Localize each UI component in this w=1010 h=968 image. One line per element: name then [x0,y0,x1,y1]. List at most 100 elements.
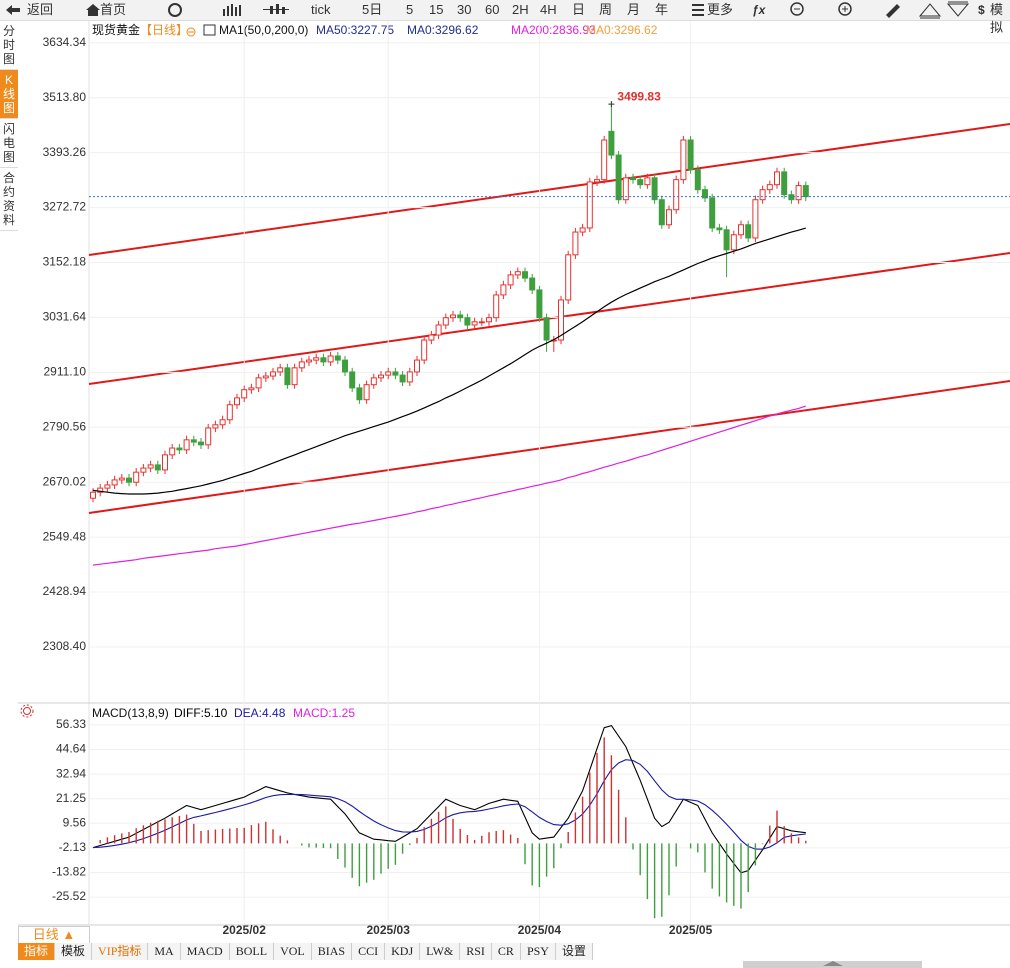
icon-bar [235,7,237,16]
side-tab[interactable]: 合约资料 [0,168,18,231]
candle-icon [263,4,289,14]
dollar-icon: $ [978,3,985,17]
gear [23,707,31,715]
toolbar-button[interactable]: 周 [599,2,613,17]
indicator-tab[interactable]: MACD [180,943,230,960]
indicator-tab[interactable]: MA [148,943,181,960]
candle-body [306,359,312,363]
candle-body [270,371,276,377]
indicator-tab[interactable]: VOL [274,943,312,960]
y-tick-label: 2549.48 [43,529,87,543]
side-tab[interactable]: 分时图 [0,21,18,70]
candle-body [212,424,219,429]
candle-body [435,324,442,336]
indicator-tab[interactable]: KDJ [385,943,421,960]
candle-body [702,189,708,199]
candle-body [752,199,759,239]
candle-body [694,169,701,191]
candle-body [320,357,327,363]
icon-bar [227,6,229,16]
toolbar-button[interactable]: 60 [485,2,500,17]
indicator-tab[interactable]: CR [491,943,521,960]
indicator-icon[interactable] [203,24,216,36]
candle-body [414,359,420,373]
macd-line [92,724,806,874]
toolbar-button[interactable]: 年 [655,2,669,17]
candle-body [565,254,572,301]
indicator-tab[interactable]: 指标 [18,943,56,960]
toolbar-button[interactable]: 首页 [100,2,127,17]
indicator-tab[interactable]: 设置 [555,943,593,960]
icon-bar [231,4,233,16]
candle-body [205,427,212,446]
candle-body [738,224,744,236]
indicator-tab[interactable]: LW& [420,943,461,960]
y-tick-label: 32.94 [56,766,86,780]
candle-body [262,375,269,379]
candle-body [579,227,586,233]
indicator-tab[interactable]: PSY [520,943,556,960]
candle-body [118,477,125,481]
candle-body [673,179,680,211]
candle-body [759,189,766,201]
indicator-tab[interactable]: VIP指标 [92,943,149,960]
candle-body [392,371,399,376]
indicator-tab[interactable]: 模板 [55,943,93,960]
ma-line [92,405,806,566]
candle-body [176,447,183,451]
trend-line [88,123,1010,256]
toolbar-button[interactable]: 模拟 [990,2,1004,35]
candle-body [709,197,716,229]
icon-bar [223,9,225,16]
period-button[interactable]: 日线 ▲ [18,926,90,944]
candle-body [500,284,507,296]
indicator-tab[interactable]: BIAS [311,943,353,960]
candle-body [586,181,593,229]
y-tick-label: 3634.34 [43,35,87,49]
candle-body [248,387,255,391]
icon-bar [239,5,241,16]
candle-body [486,317,492,323]
toolbar-button[interactable]: 15 [429,2,444,17]
back-icon [6,5,20,15]
candle-body [680,139,687,181]
candle-body [291,367,298,386]
y-tick-label: 44.64 [56,742,86,756]
toolbar-button[interactable]: 5 [406,2,414,17]
toolbar-button[interactable]: 4H [540,2,557,17]
candle-body [97,487,104,493]
candle-body [442,317,449,326]
y-tick-label: 2308.40 [43,639,87,653]
toolbar-button[interactable]: 更多 [707,2,734,17]
close-icon[interactable] [186,27,196,37]
y-tick-label: 3272.72 [43,200,87,214]
candle-body [608,130,615,156]
candle-body [464,317,471,326]
toolbar-button[interactable]: 2H [512,2,529,17]
indicator-tab[interactable]: RSI [460,943,492,960]
candle-body [140,467,147,473]
y-tick-label: -25.52 [52,889,86,903]
trend-line [88,380,1010,514]
toolbar-button[interactable]: 月 [627,2,641,17]
y-tick-label: 21.25 [56,791,86,805]
indicator-tab[interactable]: BOLL [229,943,275,960]
candle-body [342,359,348,373]
indicator-tab[interactable]: CCI [352,943,386,960]
x-tick-label: 2025/04 [518,923,562,937]
toolbar-button[interactable]: tick [311,2,331,17]
side-tab[interactable]: K线图 [0,70,18,119]
candle-body [514,271,521,276]
settings-icon[interactable] [20,704,34,718]
side-tab[interactable]: 闪电图 [0,119,18,168]
toolbar-button[interactable]: 日 [572,2,586,17]
home-icon [86,4,100,16]
toolbar-button[interactable]: 返回 [27,2,54,17]
candle-body [198,441,204,446]
candle-body [356,387,363,401]
toolbar-button[interactable]: 5日 [362,2,383,17]
main-legend: 现货黄金 【日线】 MA1(50,0,200,0) MA50:3227.75 MA… [92,22,658,37]
legend-entry: MA0:3296.62 [407,23,479,37]
toolbar-button[interactable]: 30 [457,2,472,17]
